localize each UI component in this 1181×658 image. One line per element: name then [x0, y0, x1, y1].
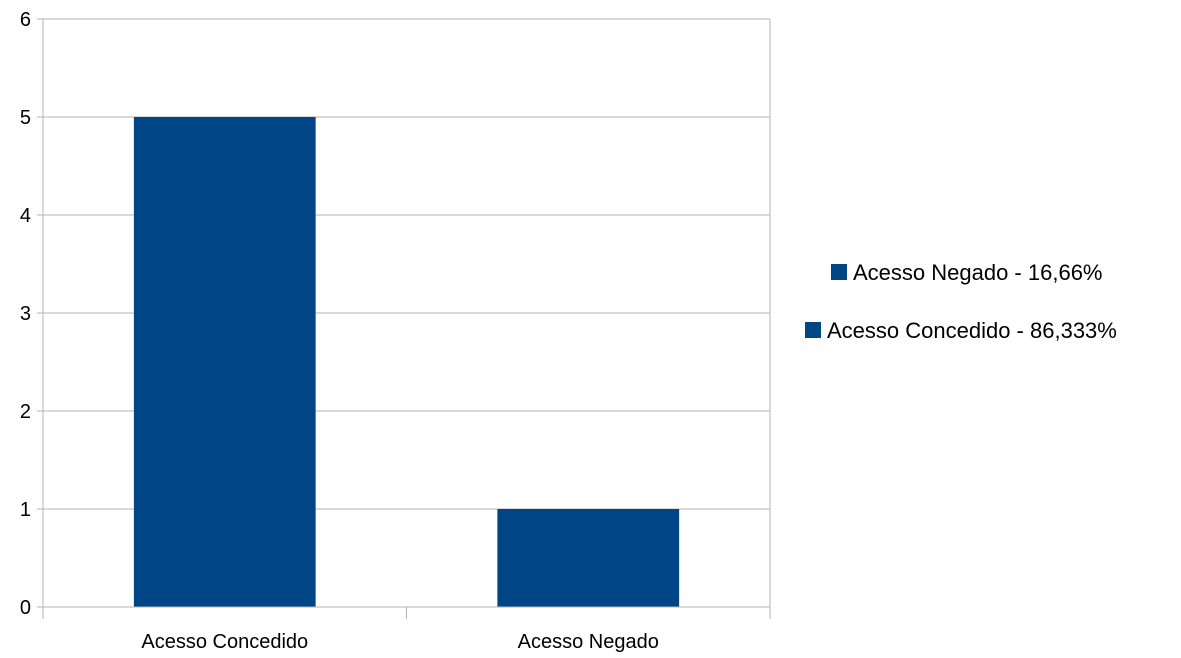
y-tick-label: 4 [20, 205, 31, 227]
x-tick-label: Acesso Negado [518, 631, 659, 653]
axes [37, 18, 771, 619]
y-tick-labels: 0 1 2 3 4 5 6 [20, 9, 31, 619]
legend-swatch [805, 322, 821, 338]
legend: Acesso Negado - 16,66% Acesso Concedido -… [805, 260, 1117, 343]
y-tick-label: 0 [20, 597, 31, 619]
y-tick-label: 2 [20, 401, 31, 423]
y-tick-label: 6 [20, 9, 31, 31]
x-tick-label: Acesso Concedido [141, 631, 308, 653]
x-tick-labels: Acesso Concedido Acesso Negado [141, 631, 658, 653]
bar-1 [133, 117, 316, 607]
legend-swatch [831, 264, 847, 280]
bars [133, 117, 680, 607]
y-tick-label: 5 [20, 107, 31, 129]
legend-label: Acesso Negado - 16,66% [853, 260, 1103, 285]
y-tick-label: 3 [20, 303, 31, 325]
y-tick-label: 1 [20, 499, 31, 521]
bar-2 [497, 509, 680, 607]
legend-label: Acesso Concedido - 86,333% [827, 318, 1117, 343]
